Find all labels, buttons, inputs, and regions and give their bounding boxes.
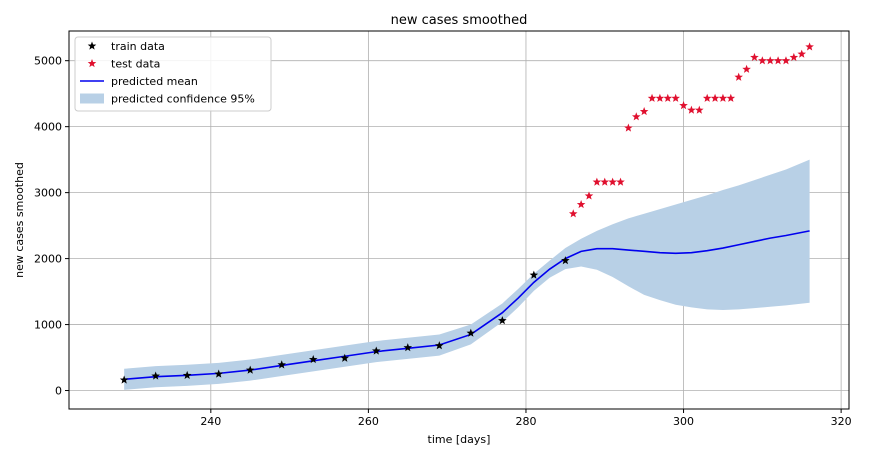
x-tick-label: 280: [515, 415, 536, 428]
test-data-point: [702, 93, 712, 102]
test-data-point: [805, 42, 814, 51]
legend-label: train data: [111, 40, 165, 53]
train-data-point: [182, 370, 192, 379]
train-data-point: [308, 355, 318, 364]
test-data-point: [647, 93, 657, 102]
y-tick-label: 5000: [34, 55, 62, 68]
train-data-point: [529, 270, 539, 279]
legend-marker: [87, 41, 97, 50]
train-data-point: [466, 328, 476, 337]
test-data-point: [568, 209, 578, 218]
y-tick-label: 4000: [34, 121, 62, 134]
train-data-point: [561, 256, 570, 265]
test-data-point: [797, 49, 807, 58]
x-axis-label: time [days]: [428, 433, 491, 446]
test-data-point: [624, 123, 633, 132]
test-data-point: [773, 56, 783, 65]
test-data-point: [655, 93, 665, 102]
legend-swatch: [80, 93, 104, 104]
train-data-point: [214, 369, 223, 378]
test-data-point: [679, 101, 688, 110]
train-data-point: [435, 341, 444, 350]
test-data-point: [663, 93, 673, 102]
y-tick-label: 3000: [34, 187, 62, 200]
train-data-point: [340, 353, 350, 362]
test-data-point: [576, 200, 586, 209]
train-data-point: [151, 371, 160, 380]
x-tick-label: 320: [831, 415, 852, 428]
x-tick-label: 300: [673, 415, 694, 428]
confidence-band-area: [124, 159, 810, 390]
train-data-point: [245, 365, 255, 374]
test-data-point: [781, 56, 791, 65]
train-data-point: [371, 346, 381, 355]
train-data-point: [498, 316, 507, 325]
test-data-point: [695, 105, 704, 114]
predicted-mean-line-group: [124, 230, 810, 381]
test-data-point: [639, 106, 649, 116]
test-data-point: [718, 93, 728, 102]
legend-box: [74, 36, 272, 112]
test-data-point: [616, 177, 625, 186]
test-data-point: [600, 177, 610, 186]
legend-marker: [87, 59, 97, 68]
test-data-point: [608, 177, 617, 186]
test-data-point: [710, 93, 720, 102]
train-data-point: [277, 360, 287, 369]
test-data-point: [592, 177, 602, 186]
x-tick-label: 240: [200, 415, 221, 428]
test-data-point: [758, 56, 767, 65]
test-data-point: [789, 52, 799, 62]
test-data-point: [631, 112, 641, 121]
test-data-point: [765, 56, 775, 65]
predicted-mean-line: [124, 230, 810, 381]
chart-title: new cases smoothed: [391, 13, 528, 28]
y-axis-label: new cases smoothed: [13, 162, 26, 278]
train-data-point: [119, 375, 129, 384]
x-axis-ticks: 240 260 280 300 320: [200, 409, 852, 428]
legend-label: predicted confidence 95%: [111, 93, 255, 106]
y-axis-ticks: 0 1000 2000 3000 4000 5000: [34, 55, 69, 398]
train-data-point: [403, 343, 413, 352]
test-data-point: [671, 93, 680, 102]
test-data-point: [750, 52, 759, 62]
test-data-point: [734, 72, 743, 81]
confidence-band: [124, 159, 810, 390]
x-tick-label: 260: [358, 415, 379, 428]
y-tick-label: 0: [55, 385, 62, 398]
test-data-point: [742, 64, 751, 73]
test-data-point: [687, 105, 696, 114]
data-markers: [119, 42, 814, 384]
test-data-point: [584, 191, 594, 200]
plot-frame: [68, 30, 850, 410]
legend: train data test data predicted mean predict…: [74, 36, 272, 112]
legend-label: predicted mean: [111, 75, 198, 88]
y-tick-label: 2000: [34, 253, 62, 266]
y-tick-label: 1000: [34, 319, 62, 332]
legend-label: test data: [111, 58, 160, 71]
test-data-point: [726, 93, 736, 102]
